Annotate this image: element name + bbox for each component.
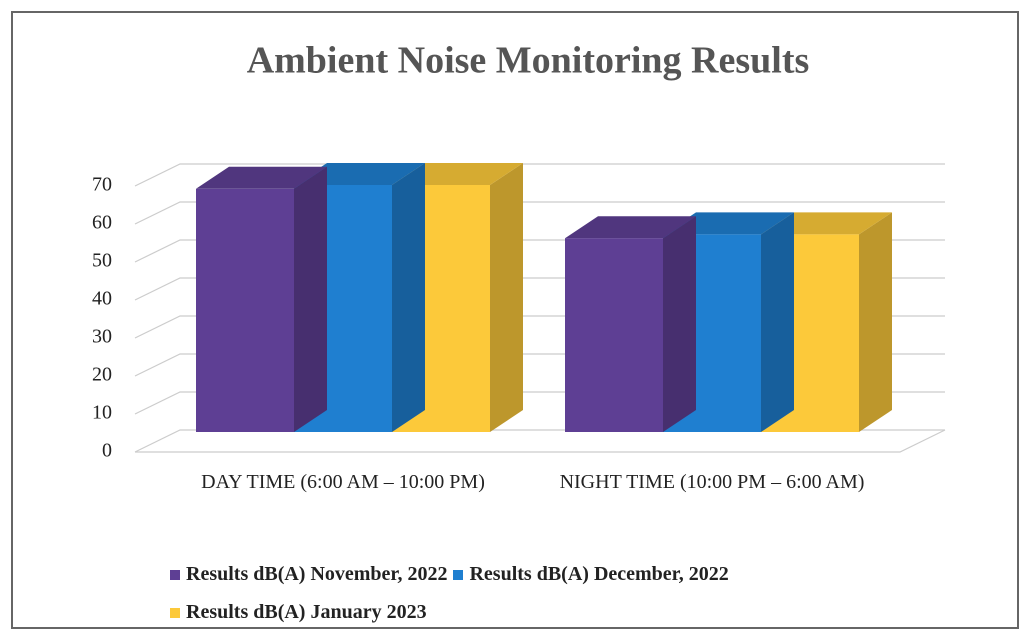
legend-label: Results dB(A) December, 2022 bbox=[469, 563, 729, 585]
legend-label: Results dB(A) January 2023 bbox=[186, 601, 427, 623]
chart-title: Ambient Noise Monitoring Results bbox=[247, 40, 810, 82]
legend-item: Results dB(A) November, 2022 bbox=[170, 555, 447, 593]
y-tick-label: 60 bbox=[92, 212, 112, 234]
bar-side bbox=[859, 212, 892, 432]
legend-item: Results dB(A) January 2023 bbox=[170, 593, 427, 631]
bar-front bbox=[565, 238, 663, 432]
grid-line bbox=[134, 201, 945, 225]
legend-label: Results dB(A) November, 2022 bbox=[186, 563, 448, 585]
bar-side bbox=[392, 163, 425, 432]
legend-swatch bbox=[170, 570, 180, 580]
bar bbox=[196, 166, 327, 433]
floor bbox=[135, 429, 946, 453]
y-tick-label: 30 bbox=[92, 326, 112, 348]
bar-front bbox=[196, 188, 294, 432]
bar-top bbox=[196, 166, 327, 189]
grid-line bbox=[134, 163, 945, 187]
bar-side bbox=[761, 212, 794, 432]
legend-item: Results dB(A) December, 2022 bbox=[453, 555, 729, 593]
y-tick-label: 0 bbox=[102, 440, 112, 462]
bar-side bbox=[294, 166, 327, 433]
y-tick-label: 20 bbox=[92, 364, 112, 386]
bar-side bbox=[663, 216, 696, 432]
x-tick-label: DAY TIME (6:00 AM – 10:00 PM) bbox=[201, 471, 485, 493]
x-tick-label: NIGHT TIME (10:00 PM – 6:00 AM) bbox=[559, 471, 865, 493]
y-tick-label: 70 bbox=[92, 174, 112, 196]
bar bbox=[565, 216, 696, 432]
y-tick-label: 40 bbox=[92, 288, 112, 310]
bar-side bbox=[490, 163, 523, 432]
legend-swatch bbox=[453, 570, 464, 580]
grid-line bbox=[134, 429, 945, 453]
y-tick-label: 50 bbox=[92, 250, 112, 272]
bar-top bbox=[565, 216, 696, 239]
y-tick-label: 10 bbox=[92, 402, 112, 424]
legend: Results dB(A) November, 2022 Results dB(A… bbox=[170, 555, 930, 631]
chart-border bbox=[11, 11, 1019, 629]
legend-swatch bbox=[170, 608, 180, 618]
